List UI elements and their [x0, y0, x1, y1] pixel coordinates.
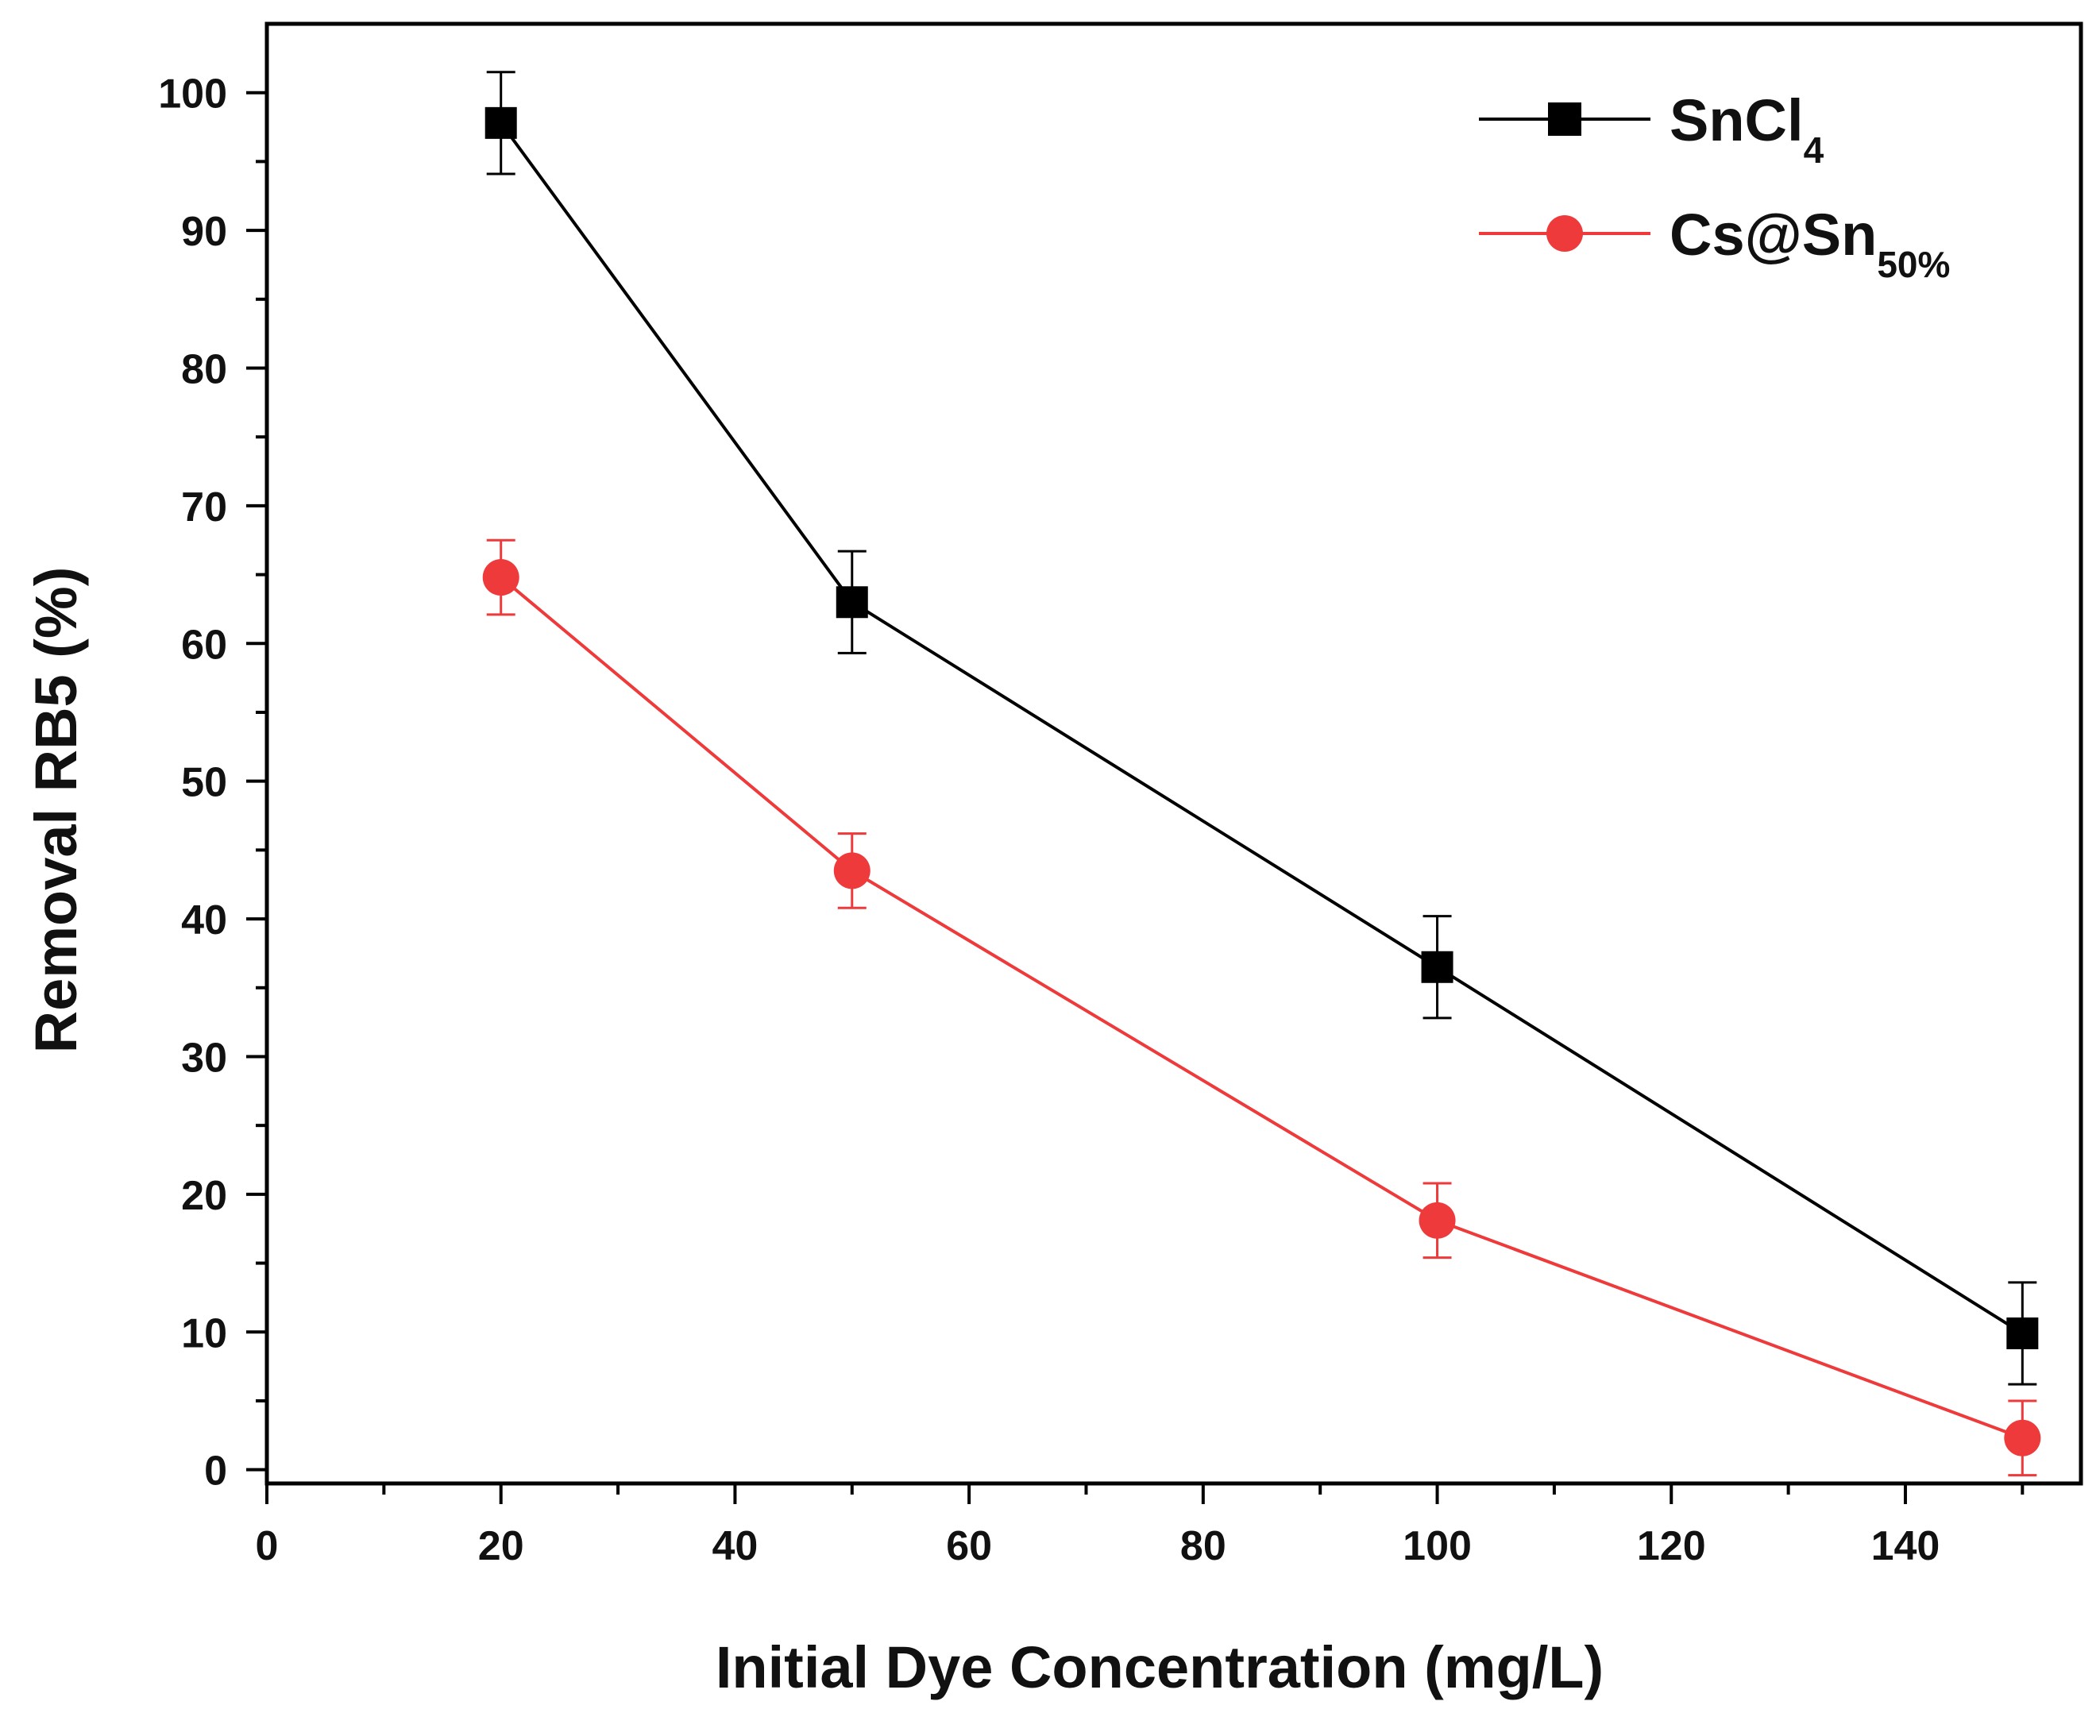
y-tick-label: 90	[181, 209, 227, 255]
data-point-sncl4	[1421, 951, 1453, 983]
y-tick-label: 40	[181, 897, 227, 943]
legend-label-sncl4-sub: 4	[1804, 129, 1824, 171]
y-tick-label: 30	[181, 1035, 227, 1081]
x-tick-label: 120	[1637, 1523, 1706, 1569]
series-line-sncl4	[500, 122, 2024, 1335]
y-tick-label: 20	[181, 1173, 227, 1219]
data-point-sncl4	[2006, 1317, 2039, 1349]
data-point-cssn	[482, 559, 519, 596]
y-tick-label: 60	[181, 622, 227, 668]
legend: SnCl4 Cs@Sn50%	[1479, 87, 1950, 285]
plot-frame	[264, 21, 2083, 1486]
y-axis-title: Removal RB5 (%)	[23, 567, 89, 1054]
legend-label-cssn-main: Cs@Sn	[1670, 202, 1877, 268]
legend-marker-square	[1548, 102, 1581, 136]
chart-marks: 0 20 40 60 80 100 120 140 0 10 20 30 40 50 60 70 80 90 100	[158, 21, 2083, 1569]
x-tick-label: 100	[1403, 1523, 1472, 1569]
y-tick-label: 100	[158, 71, 227, 118]
data-point-sncl4	[836, 586, 868, 619]
legend-label-cssn: Cs@Sn50%	[1670, 202, 1950, 285]
y-tick-label: 70	[181, 484, 227, 530]
x-tick-label: 20	[478, 1523, 524, 1569]
data-point-cssn	[2004, 1419, 2041, 1456]
y-tick-label: 50	[181, 760, 227, 806]
x-tick-label: 0	[256, 1523, 279, 1569]
y-tick-label: 80	[181, 346, 227, 392]
series-line-cssn	[500, 576, 2024, 1440]
x-tick-label: 140	[1871, 1523, 1940, 1569]
x-axis-title: Initial Dye Concentration (mg/L)	[716, 1634, 1604, 1700]
data-point-cssn	[833, 852, 870, 889]
data-point-cssn	[1419, 1202, 1456, 1239]
legend-label-cssn-sub: 50%	[1877, 244, 1950, 285]
legend-label-sncl4-main: SnCl	[1670, 87, 1804, 153]
x-tick-label: 40	[712, 1523, 758, 1569]
data-point-sncl4	[484, 106, 517, 139]
x-tick-label: 80	[1180, 1523, 1226, 1569]
x-tick-label: 60	[946, 1523, 992, 1569]
y-tick-label: 10	[181, 1310, 227, 1356]
y-tick-label: 0	[204, 1449, 227, 1495]
legend-marker-circle	[1546, 215, 1583, 252]
legend-label-sncl4: SnCl4	[1670, 87, 1824, 171]
